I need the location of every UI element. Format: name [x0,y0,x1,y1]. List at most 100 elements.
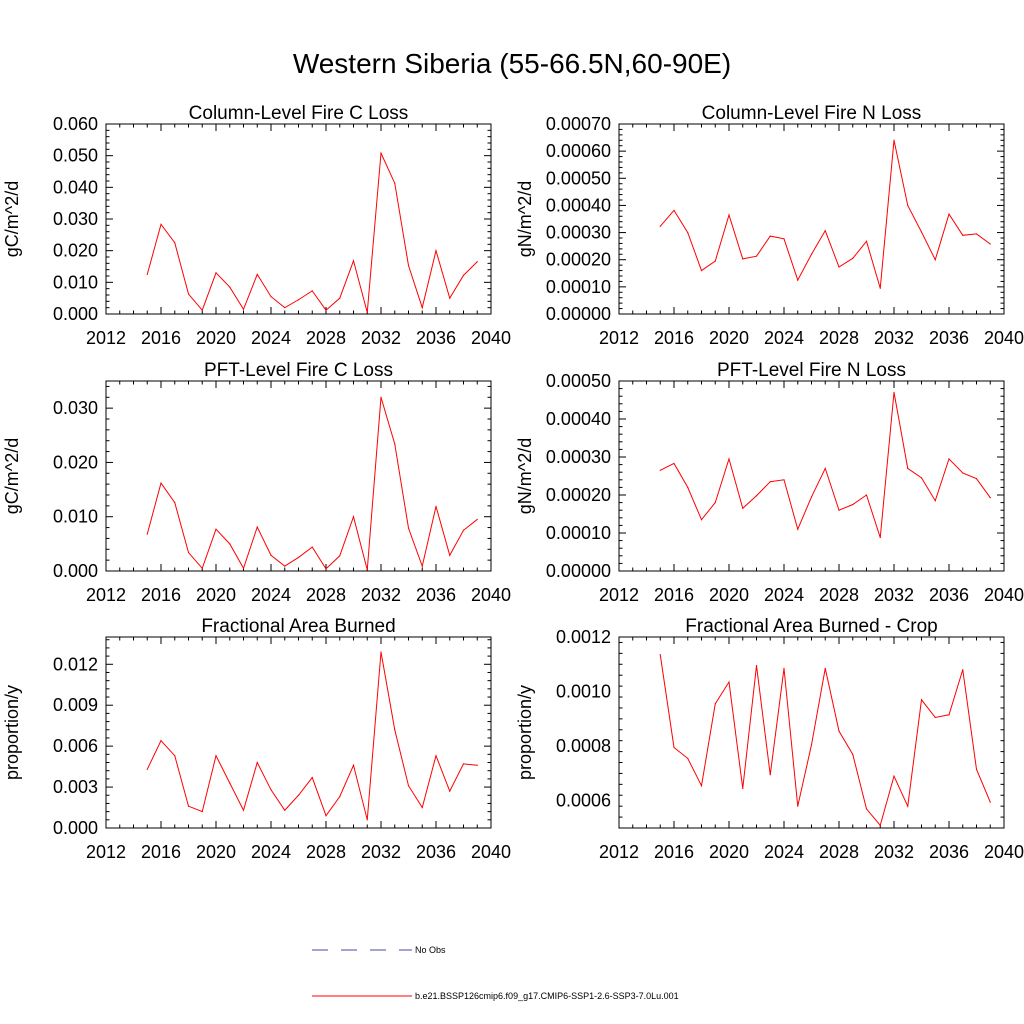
data-point [284,565,286,567]
data-point [948,213,950,215]
y-tick-label: 0.050 [53,146,98,166]
x-tick-label: 2032 [874,585,914,605]
data-point [920,699,923,701]
data-point [714,260,716,262]
x-tick-label: 2024 [251,585,291,605]
data-point [339,796,341,798]
x-tick-label: 2012 [599,328,639,348]
data-point [824,667,826,669]
data-point [242,308,245,310]
data-point [160,740,162,742]
data-point [948,458,950,460]
x-tick-label: 2020 [196,842,236,862]
data-point [755,495,758,497]
data-point [394,729,396,731]
panel-title: PFT-Level Fire C Loss [204,360,393,381]
y-tick-label: 0.00070 [546,114,611,134]
data-point [242,567,245,569]
y-axis-label: gN/m^2/d [515,181,535,257]
data-point [339,297,341,299]
data-point [769,481,771,483]
data-point [146,533,148,535]
data-point [673,209,675,211]
data-point [476,261,478,263]
data-point [449,554,451,556]
y-tick-label: 0.003 [53,777,98,797]
data-point [201,309,203,311]
x-tick-label: 2016 [141,585,181,605]
data-point [311,546,313,548]
data-point [865,808,868,810]
data-point [920,477,923,479]
data-point [975,233,978,235]
data-point [769,235,771,237]
y-tick-label: 0.010 [53,272,98,292]
data-point [146,768,148,770]
data-point [742,258,744,260]
data-point [810,496,813,498]
data-point [797,528,799,530]
x-tick-label: 2036 [929,585,969,605]
panel-column-fire-n-loss: 2012 2016 2020 2024 2028 2032 2036 2040 0.00000 0… [515,103,1024,348]
panel-title: Column-Level Fire C Loss [189,103,409,124]
x-tick-label: 2028 [819,842,859,862]
x-tick-label: 2012 [599,842,639,862]
x-tick-label: 2028 [306,842,346,862]
x-tick-label: 2040 [471,585,511,605]
y-tick-label: 0.009 [53,695,98,715]
x-tick-label: 2040 [984,842,1024,862]
data-point [449,790,451,792]
data-point [229,782,231,784]
y-tick-label: 0.00000 [546,561,611,581]
data-point [673,746,675,749]
y-tick-label: 0.0012 [556,627,611,647]
data-point [907,805,909,807]
data-point [352,764,355,766]
legend-model-label: b.e21.BSSP126cmip6.f09_g17.CMIP6-SSP1-2.… [415,991,679,1001]
data-point [755,255,758,257]
y-axis-label: gC/m^2/d [2,438,22,514]
data-point [659,654,661,656]
data-point [380,152,382,154]
data-point [783,667,785,669]
data-point [256,526,258,528]
y-tick-label: 0.000 [53,561,98,581]
data-point [476,764,478,766]
data-point [852,503,854,506]
data-point [783,238,785,240]
y-tick-label: 0.00020 [546,485,611,505]
data-point [879,824,881,826]
series-line [660,392,991,538]
figure-title: Western Siberia (55-66.5N,60-90E) [292,48,732,79]
data-point [380,651,382,653]
data-point [297,556,300,559]
y-tick-label: 0.00030 [546,447,611,467]
y-axis-label: proportion/y [2,685,22,780]
x-tick-label: 2032 [874,842,914,862]
data-point [380,396,382,398]
data-point [462,529,465,531]
data-point [865,494,868,496]
x-tick-label: 2036 [416,585,456,605]
series-line [146,151,478,313]
y-tick-label: 0.040 [53,177,98,197]
x-tick-label: 2012 [599,585,639,605]
data-point [229,543,231,545]
panel-title: Fractional Area Burned - Crop [685,616,937,637]
y-tick-label: 0.030 [53,398,98,418]
data-point [783,479,785,481]
x-tick-label: 2028 [819,328,859,348]
data-point [838,266,840,268]
x-tick-label: 2032 [361,585,401,605]
data-point [421,307,423,309]
data-point [352,516,355,518]
data-point [907,467,909,469]
panel-pft-fire-n-loss: 2012 2016 2020 2024 2028 2032 2036 2040 0.00000 0… [515,360,1024,605]
data-point [435,505,437,507]
legend-obs-label: No Obs [415,945,446,955]
x-tick-label: 2036 [929,328,969,348]
x-tick-label: 2040 [984,585,1024,605]
data-point [215,755,217,757]
data-point [893,391,895,393]
y-tick-label: 0.006 [53,736,98,756]
